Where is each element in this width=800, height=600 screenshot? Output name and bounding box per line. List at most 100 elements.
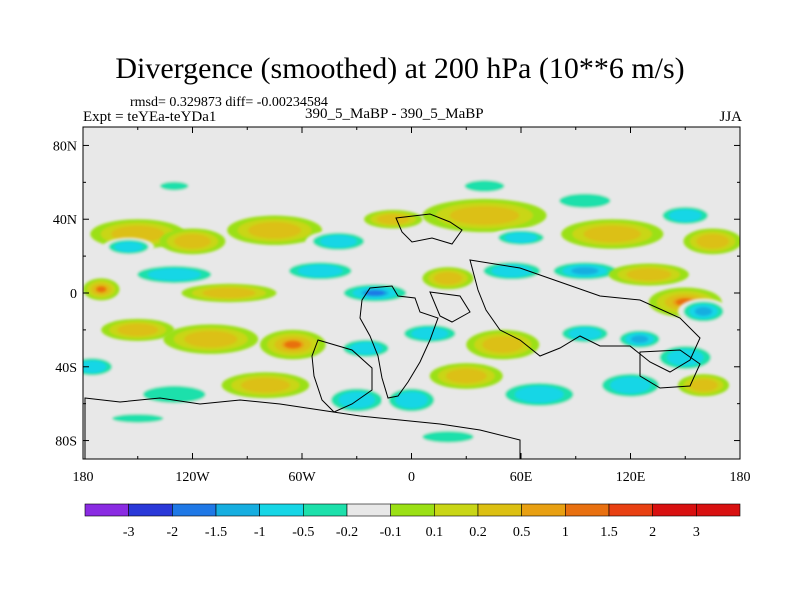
europe-outline [395, 213, 463, 245]
season-label: JJA [719, 109, 742, 125]
field-band [174, 234, 211, 249]
colorbar-label: 0.5 [513, 525, 531, 540]
field-blob-21 [544, 259, 626, 282]
field-blob-13 [552, 191, 618, 210]
colorbar-box [565, 503, 610, 517]
colorbar-box [608, 503, 653, 517]
field-blob-38 [382, 385, 441, 415]
field-blob-41 [594, 370, 667, 400]
field-blob-19 [422, 267, 474, 290]
field-blob-26 [163, 324, 259, 354]
field-blob-27 [260, 329, 326, 360]
x-axis-ticks: 180 120W 60W 0 60E 120E 180 [73, 127, 751, 485]
field-blob-15 [126, 263, 222, 286]
field-band [284, 340, 302, 349]
colorbar-box [521, 503, 566, 517]
colorbar-box [390, 503, 435, 517]
field-band [433, 272, 463, 285]
colorbar-label: -1.5 [205, 525, 227, 540]
divergence-field [83, 178, 740, 445]
field-band [626, 268, 672, 281]
field-band [422, 431, 474, 443]
field-blob-12 [458, 178, 511, 194]
field-blob-6 [422, 198, 547, 233]
field-blob-9 [656, 204, 715, 227]
field-band [364, 290, 386, 296]
field-band [114, 241, 143, 253]
colorbar-label: -2 [166, 525, 178, 540]
colorbar-label: -1 [254, 525, 266, 540]
field-blob-17 [280, 259, 361, 282]
field-band [449, 206, 520, 225]
colorbar-label: 1 [562, 525, 569, 540]
colorbar-label: -0.1 [380, 525, 402, 540]
field-blob-30 [466, 329, 540, 360]
field-blob-25 [101, 318, 175, 341]
field-blob-37 [323, 385, 390, 415]
x-tick-label: 120E [616, 470, 646, 485]
x-tick-label: 60W [288, 470, 316, 485]
africa-outline [359, 285, 439, 399]
field-blob-42 [677, 374, 730, 397]
field-band [240, 377, 291, 393]
field-blob-29 [396, 322, 463, 345]
y-axis-ticks: 80N 40N 0 40S 80S [53, 139, 740, 450]
field-blob-44 [415, 429, 481, 445]
australia-outline [639, 349, 701, 389]
field-band [514, 386, 564, 403]
field-band [464, 180, 505, 192]
field-blob-8 [561, 219, 664, 249]
field-band [142, 385, 206, 404]
colorbar-box [652, 503, 697, 517]
colorbar-box [434, 503, 479, 517]
colorbar-label: 0.2 [469, 525, 487, 540]
field-band [117, 323, 159, 337]
y-tick-label: 40N [53, 213, 77, 228]
colorbar-label: 2 [649, 525, 656, 540]
field-blob-35 [134, 383, 215, 406]
field-blob-43 [104, 412, 171, 424]
y-tick-label: 40S [55, 361, 77, 376]
field-blob-32 [614, 328, 666, 351]
field-band [147, 268, 201, 281]
x-tick-label: 120W [175, 470, 210, 485]
case-label: 390_5_MaBP - 390_5_MaBP [305, 106, 484, 122]
x-tick-label: 180 [730, 470, 751, 485]
field-band [160, 181, 189, 191]
colorbar-box [172, 503, 217, 517]
field-blob-11 [156, 180, 193, 192]
colorbar-box [696, 503, 741, 517]
field-blob-1 [103, 237, 155, 257]
field-band [630, 335, 649, 343]
field-blob-24 [677, 298, 730, 325]
field-blob-2 [159, 228, 226, 255]
colorbar: -3 -2 -1.5 -1 -0.5 -0.2 -0.1 0.1 0.2 0.5 1 1.5 2 3 [84, 503, 741, 540]
y-tick-label: 0 [70, 287, 77, 302]
field-blob-4 [305, 230, 372, 253]
field-band [504, 232, 538, 243]
field-band [491, 264, 533, 278]
field-band [666, 349, 704, 366]
antarctica-outline [84, 397, 521, 459]
field-band [571, 267, 599, 275]
field-blob-22 [608, 263, 689, 286]
field-band [202, 287, 256, 299]
field-blob-5 [364, 210, 423, 229]
field-band [445, 368, 487, 384]
arabia-outline [429, 291, 471, 323]
chart-title: Divergence (smoothed) at 200 hPa (10**6 … [115, 52, 685, 85]
field-band [376, 214, 410, 225]
field-band [482, 336, 524, 353]
field-band [112, 414, 164, 423]
field-band [248, 222, 302, 239]
field-band [184, 330, 238, 348]
y-tick-label: 80S [55, 435, 77, 450]
colorbar-box [346, 503, 391, 517]
x-tick-label: 180 [73, 470, 94, 485]
field-blob-20 [475, 259, 549, 282]
colorbar-label: -0.5 [292, 525, 314, 540]
field-blob-31 [555, 322, 615, 345]
field-band [96, 286, 106, 293]
colorbar-label: -0.2 [336, 525, 358, 540]
